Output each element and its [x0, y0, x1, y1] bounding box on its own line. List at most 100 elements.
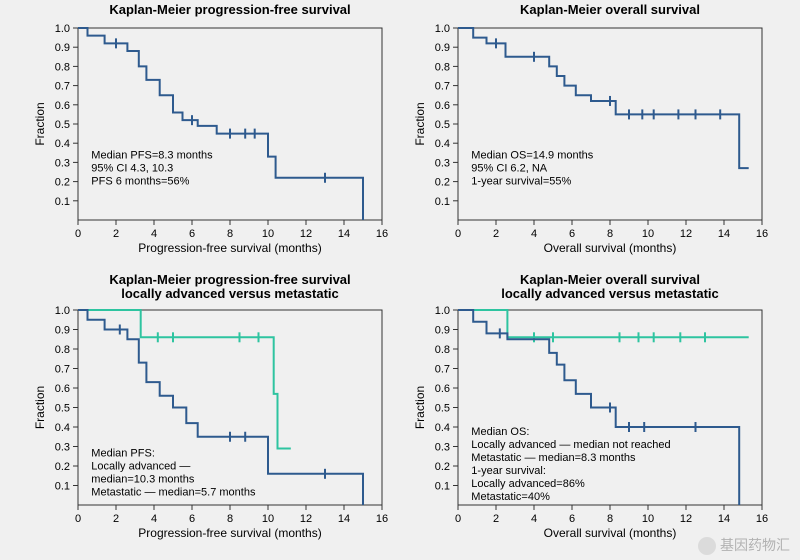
km-panel-3: Kaplan-Meier overall survivallocally adv… [410, 270, 770, 545]
annotation-line: PFS 6 months=56% [91, 176, 189, 188]
km-curve [78, 310, 291, 448]
svg-text:2: 2 [493, 513, 499, 525]
svg-text:0.1: 0.1 [435, 481, 450, 493]
y-axis-label: Fraction [33, 386, 47, 429]
svg-text:0.6: 0.6 [435, 383, 450, 395]
annotation-line: 1-year survival=55% [471, 176, 571, 188]
watermark: 基因药物汇 [698, 535, 790, 555]
svg-text:0.5: 0.5 [55, 119, 70, 131]
svg-text:0.1: 0.1 [435, 196, 450, 208]
svg-text:16: 16 [756, 228, 768, 240]
km-grid: Kaplan-Meier progression-free survival 0.… [0, 0, 800, 560]
svg-text:0.6: 0.6 [435, 100, 450, 112]
svg-text:0: 0 [75, 228, 81, 240]
svg-text:0.2: 0.2 [55, 461, 70, 473]
annotation-line: Median PFS: [91, 447, 155, 459]
svg-text:0.8: 0.8 [55, 344, 70, 356]
km-curve [458, 28, 749, 168]
svg-text:8: 8 [227, 513, 233, 525]
y-axis-label: Fraction [413, 386, 427, 429]
annotation-line: Locally advanced — [91, 460, 190, 472]
svg-text:10: 10 [262, 228, 274, 240]
km-panel-0: Kaplan-Meier progression-free survival 0.… [30, 0, 390, 260]
svg-text:0.8: 0.8 [435, 344, 450, 356]
svg-text:0.2: 0.2 [55, 177, 70, 189]
chart-title: Kaplan-Meier progression-free survival [109, 2, 350, 17]
svg-text:0.4: 0.4 [435, 138, 450, 150]
x-axis-label: Overall survival (months) [544, 526, 677, 540]
chart-subtitle: locally advanced versus metastatic [501, 286, 719, 301]
annotation-line: Locally advanced — median not reached [471, 439, 670, 451]
watermark-text: 基因药物汇 [720, 537, 790, 553]
svg-text:0.7: 0.7 [55, 364, 70, 376]
svg-text:1.0: 1.0 [55, 23, 70, 35]
svg-text:0.8: 0.8 [55, 61, 70, 73]
svg-text:0.5: 0.5 [435, 403, 450, 415]
svg-text:16: 16 [376, 513, 388, 525]
watermark-icon [698, 537, 716, 555]
svg-text:0.3: 0.3 [55, 442, 70, 454]
svg-text:1.0: 1.0 [435, 23, 450, 35]
chart-title: Kaplan-Meier progression-free survival [109, 272, 350, 287]
annotation-line: Median PFS=8.3 months [91, 150, 213, 162]
svg-text:0.4: 0.4 [55, 422, 70, 434]
svg-text:6: 6 [189, 228, 195, 240]
svg-text:12: 12 [680, 513, 692, 525]
svg-text:0.2: 0.2 [435, 461, 450, 473]
svg-text:0.1: 0.1 [55, 196, 70, 208]
annotation-line: median=10.3 months [91, 473, 195, 485]
annotation-line: 1-year survival: [471, 465, 546, 477]
svg-text:0.2: 0.2 [435, 177, 450, 189]
svg-text:0.3: 0.3 [435, 442, 450, 454]
annotation-line: Metastatic — median=8.3 months [471, 452, 636, 464]
y-axis-label: Fraction [33, 102, 47, 145]
annotation-line: 95% CI 4.3, 10.3 [91, 163, 173, 175]
svg-text:8: 8 [607, 228, 613, 240]
svg-text:0.3: 0.3 [55, 157, 70, 169]
annotation-line: Median OS=14.9 months [471, 150, 593, 162]
chart-subtitle: locally advanced versus metastatic [121, 286, 339, 301]
svg-text:0.9: 0.9 [435, 325, 450, 337]
svg-text:1.0: 1.0 [55, 305, 70, 317]
svg-text:0.4: 0.4 [55, 138, 70, 150]
svg-text:8: 8 [227, 228, 233, 240]
svg-text:14: 14 [338, 228, 350, 240]
svg-text:1.0: 1.0 [435, 305, 450, 317]
svg-text:0.7: 0.7 [435, 81, 450, 93]
svg-text:2: 2 [113, 228, 119, 240]
svg-text:14: 14 [718, 228, 730, 240]
km-panel-2: Kaplan-Meier progression-free survivallo… [30, 270, 390, 545]
svg-text:0.3: 0.3 [435, 157, 450, 169]
svg-text:14: 14 [338, 513, 350, 525]
svg-text:0.7: 0.7 [435, 364, 450, 376]
svg-text:12: 12 [680, 228, 692, 240]
annotation-line: Median OS: [471, 426, 529, 438]
svg-text:2: 2 [113, 513, 119, 525]
svg-text:16: 16 [376, 228, 388, 240]
annotation-line: Metastatic — median=5.7 months [91, 486, 256, 498]
svg-text:0.8: 0.8 [435, 61, 450, 73]
km-panel-1: Kaplan-Meier overall survival0.10.20.30.… [410, 0, 770, 260]
svg-text:0.5: 0.5 [435, 119, 450, 131]
km-curve [78, 28, 363, 220]
annotation-line: 95% CI 6.2, NA [471, 163, 547, 175]
annotation-line: Locally advanced=86% [471, 478, 585, 490]
svg-text:4: 4 [151, 228, 157, 240]
svg-text:0.4: 0.4 [435, 422, 450, 434]
svg-text:0.9: 0.9 [55, 42, 70, 54]
svg-text:0.1: 0.1 [55, 481, 70, 493]
svg-text:6: 6 [189, 513, 195, 525]
svg-text:0: 0 [75, 513, 81, 525]
svg-text:0.6: 0.6 [55, 100, 70, 112]
chart-title: Kaplan-Meier overall survival [520, 272, 700, 287]
svg-text:10: 10 [642, 513, 654, 525]
svg-text:0.9: 0.9 [435, 42, 450, 54]
svg-text:10: 10 [262, 513, 274, 525]
x-axis-label: Overall survival (months) [544, 241, 677, 255]
svg-text:12: 12 [300, 513, 312, 525]
svg-text:6: 6 [569, 228, 575, 240]
svg-text:0.7: 0.7 [55, 81, 70, 93]
svg-text:12: 12 [300, 228, 312, 240]
svg-text:14: 14 [718, 513, 730, 525]
x-axis-label: Progression-free survival (months) [138, 241, 321, 255]
